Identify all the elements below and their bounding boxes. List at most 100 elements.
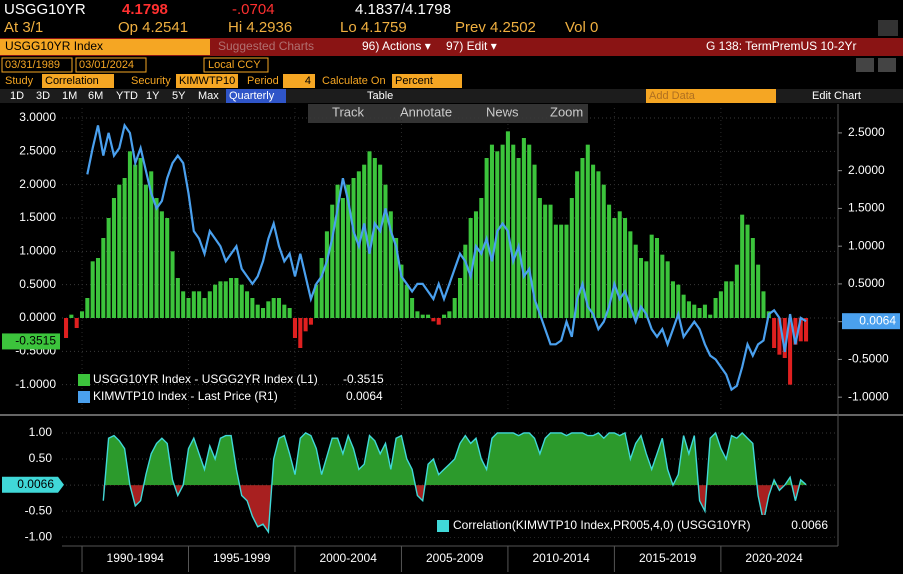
legend-box xyxy=(430,515,832,537)
bar xyxy=(74,318,79,328)
add-data-box[interactable] xyxy=(646,89,776,103)
bar xyxy=(378,164,383,318)
bar xyxy=(591,164,596,318)
period-button[interactable]: 1M xyxy=(62,90,77,102)
bar xyxy=(665,261,670,318)
bar xyxy=(734,264,739,318)
bar xyxy=(750,238,755,318)
bar xyxy=(804,318,809,342)
line xyxy=(102,431,807,535)
study-box[interactable] xyxy=(42,74,114,88)
bar xyxy=(793,318,798,345)
period-button[interactable]: 1D xyxy=(10,90,24,102)
bar xyxy=(298,318,303,348)
bar xyxy=(442,314,447,318)
calc-box[interactable] xyxy=(392,74,462,88)
y2-tick-label: -0.5000 xyxy=(848,352,889,366)
legend-label: Correlation(KIMWTP10 Index,PR005,4,0) (U… xyxy=(453,518,750,532)
at-date: At 3/1 xyxy=(4,19,43,36)
legend-swatch xyxy=(437,520,449,532)
bar xyxy=(505,131,510,318)
bar xyxy=(362,164,367,318)
suggested-charts[interactable]: Suggested Charts xyxy=(218,39,314,53)
bar xyxy=(740,214,745,318)
y-tick-label: -1.00 xyxy=(25,529,53,543)
bar xyxy=(537,198,542,318)
bar xyxy=(676,284,681,318)
bar xyxy=(175,278,180,318)
bar xyxy=(463,244,468,318)
bar xyxy=(633,244,638,318)
bar xyxy=(713,298,718,318)
start-date-box[interactable] xyxy=(1,57,73,73)
prev: Prev 4.2502 xyxy=(455,19,536,36)
period-button[interactable]: 3D xyxy=(36,90,50,102)
legend-label: KIMWTP10 Index - Last Price (R1) xyxy=(93,389,278,403)
tool-button[interactable]: Annotate xyxy=(400,104,452,119)
legend-swatch xyxy=(78,391,90,403)
actions-menu[interactable]: 96) Actions ▾ xyxy=(362,39,431,53)
end-date-box[interactable] xyxy=(75,57,147,73)
bar xyxy=(724,281,729,318)
bid-ask: 4.1837/4.1798 xyxy=(355,1,451,18)
y-tick-label: 0.50 xyxy=(29,451,53,465)
bar xyxy=(324,231,329,318)
x-tick-label: 1995-1999 xyxy=(213,551,271,565)
frequency: Quarterly xyxy=(229,90,275,102)
reset-button[interactable] xyxy=(878,58,896,72)
last-value-label: -0.3515 xyxy=(15,334,56,348)
period-button[interactable]: 5Y xyxy=(172,90,186,102)
security-box[interactable] xyxy=(0,39,210,55)
bar xyxy=(319,258,324,318)
currency: Local CCY xyxy=(208,59,261,71)
popout-icon[interactable] xyxy=(878,20,898,36)
period-box[interactable] xyxy=(283,74,315,88)
x-tick-label: 1990-1994 xyxy=(107,551,165,565)
bar xyxy=(426,314,431,318)
bar xyxy=(292,318,297,338)
period-button[interactable]: YTD xyxy=(116,90,138,102)
period-button[interactable]: 6M xyxy=(88,90,103,102)
security-label: Security xyxy=(131,75,171,87)
study-security-box[interactable] xyxy=(176,74,238,88)
bar xyxy=(149,171,154,318)
bar xyxy=(250,298,255,318)
menu-bar xyxy=(0,38,903,56)
bar xyxy=(79,311,85,318)
y2-tick-label: 2.0000 xyxy=(848,163,885,177)
ticker: USGG10YR xyxy=(4,1,86,18)
frequency-box[interactable] xyxy=(226,89,286,103)
y2-tick-label: 2.5000 xyxy=(848,125,885,139)
tool-button[interactable]: News xyxy=(486,104,519,119)
last-value-label: 0.0064 xyxy=(859,313,896,327)
bar xyxy=(788,318,793,385)
bar xyxy=(708,314,713,318)
table-button[interactable]: Table xyxy=(367,90,393,102)
bar xyxy=(234,278,239,318)
tool-button[interactable]: Track xyxy=(332,104,365,119)
bar xyxy=(330,204,335,318)
bar xyxy=(143,184,148,318)
y-tick-label: 0.0000 xyxy=(19,310,56,324)
x-tick-label: 2000-2004 xyxy=(320,551,378,565)
period-button[interactable]: 1Y xyxy=(146,90,160,102)
bar xyxy=(660,254,665,318)
undo-button[interactable] xyxy=(856,58,874,72)
bar xyxy=(223,281,228,318)
edit-chart[interactable]: Edit Chart xyxy=(812,90,861,102)
currency-box[interactable] xyxy=(203,57,269,73)
y2-tick-label: -1.0000 xyxy=(848,389,889,403)
bar xyxy=(133,164,138,318)
bar xyxy=(266,301,271,318)
bar xyxy=(601,184,606,318)
edit-menu[interactable]: 97) Edit ▾ xyxy=(446,39,497,53)
bar xyxy=(431,318,436,322)
tool-button[interactable]: Zoom xyxy=(550,104,583,119)
bar xyxy=(85,298,90,318)
last-value-badge xyxy=(842,313,900,330)
bar xyxy=(702,304,707,318)
y-tick-label: 3.0000 xyxy=(19,110,56,124)
bar xyxy=(218,281,223,318)
period-button[interactable]: Max xyxy=(198,90,219,102)
